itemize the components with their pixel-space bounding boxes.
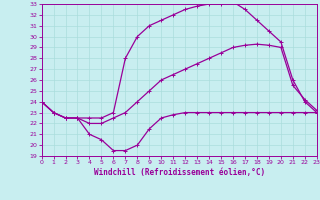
X-axis label: Windchill (Refroidissement éolien,°C): Windchill (Refroidissement éolien,°C) [94, 168, 265, 177]
